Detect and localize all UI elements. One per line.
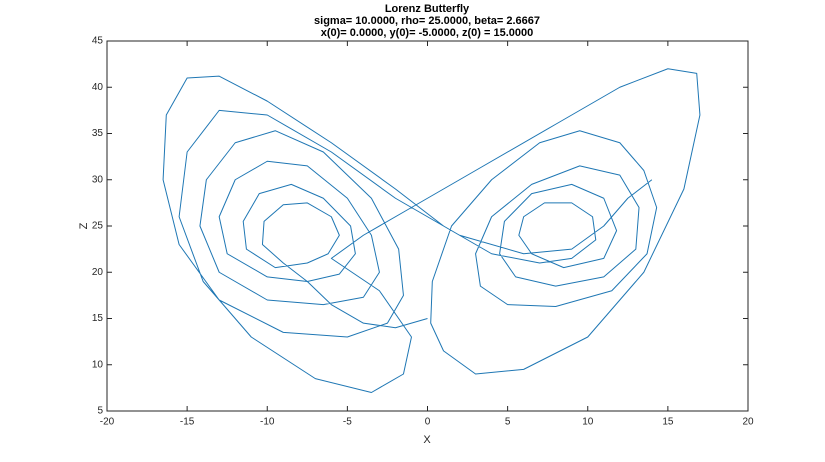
trajectory-line (162, 68, 701, 393)
y-tick-label: 20 (92, 267, 104, 278)
y-tick-label: 35 (92, 128, 104, 139)
x-tick-label: 20 (742, 417, 754, 428)
x-tick-label: -15 (180, 417, 195, 428)
x-tick-label: 10 (582, 417, 594, 428)
x-tick-label: 0 (425, 417, 431, 428)
x-axis-label: X (423, 434, 431, 446)
y-tick-label: 15 (92, 313, 104, 324)
x-tick-label: -20 (100, 417, 115, 428)
y-tick-label: 25 (92, 221, 104, 232)
x-tick-label: 15 (662, 417, 674, 428)
y-tick-label: 5 (97, 406, 103, 417)
chart-subtitle: sigma= 10.0000, rho= 25.0000, beta= 2.66… (314, 15, 540, 27)
y-tick-label: 40 (92, 82, 104, 93)
y-tick-label: 10 (92, 359, 104, 370)
chart-title: Lorenz Butterfly (385, 3, 470, 15)
chart-subtitle: x(0)= 0.0000, y(0)= -5.0000, z(0) = 15.0… (321, 27, 534, 39)
x-tick-label: 5 (505, 417, 511, 428)
y-tick-label: 30 (92, 174, 104, 185)
plot-frame (106, 40, 749, 412)
x-tick-label: -5 (343, 417, 352, 428)
y-axis-label: Z (78, 222, 90, 229)
y-tick-label: 45 (92, 36, 104, 47)
x-tick-label: -10 (260, 417, 275, 428)
